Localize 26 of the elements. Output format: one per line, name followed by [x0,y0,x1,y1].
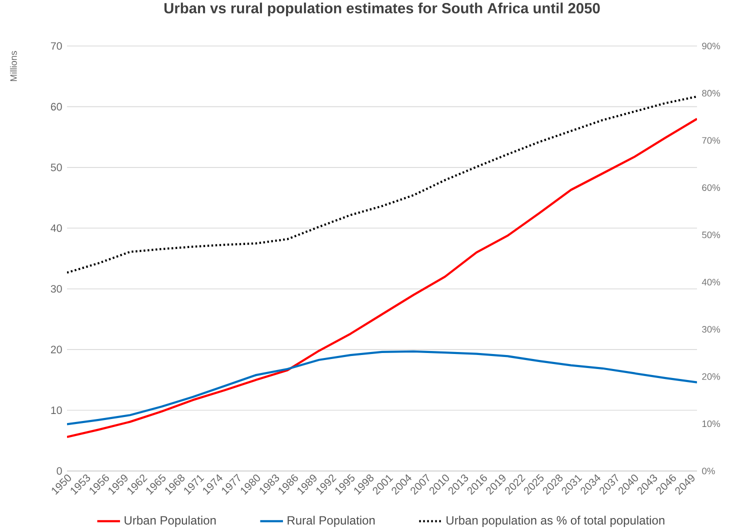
y2-tick-label: 10% [702,420,720,428]
y-tick-label: 20 [50,346,62,354]
line-series [67,95,697,274]
y-tick-label: 40 [50,224,62,232]
y-tick-label: 70 [50,42,62,50]
y2-tick-label: 20% [702,373,720,380]
y2-tick-label: 80% [702,90,720,97]
chart-title: Urban vs rural population estimates for South Africa until 2050 [164,2,600,16]
y2-tick-label: 50% [702,232,720,238]
y-tick-label: 30 [50,285,62,293]
line-series [67,350,697,426]
y2-tick-label: 90% [702,42,720,50]
y2-tick-label: 0% [702,468,715,474]
y-tick-label: 10 [51,406,62,414]
y2-tick-label: 40% [702,278,720,286]
y-tick-label: 0 [56,467,62,475]
y2-tick-label: 70% [702,137,720,144]
legend-label: Urban Population [124,516,216,527]
y2-tick-label: 60% [702,184,720,191]
y-axis-title: Millions [10,51,17,82]
y-tick-label: 50 [50,164,62,172]
y-tick-label: 60 [50,102,62,110]
legend-label: Rural Population [288,516,375,527]
legend-label: Urban population as % of total population [446,516,664,527]
y2-tick-label: 30% [702,326,720,333]
line-series [67,118,697,438]
